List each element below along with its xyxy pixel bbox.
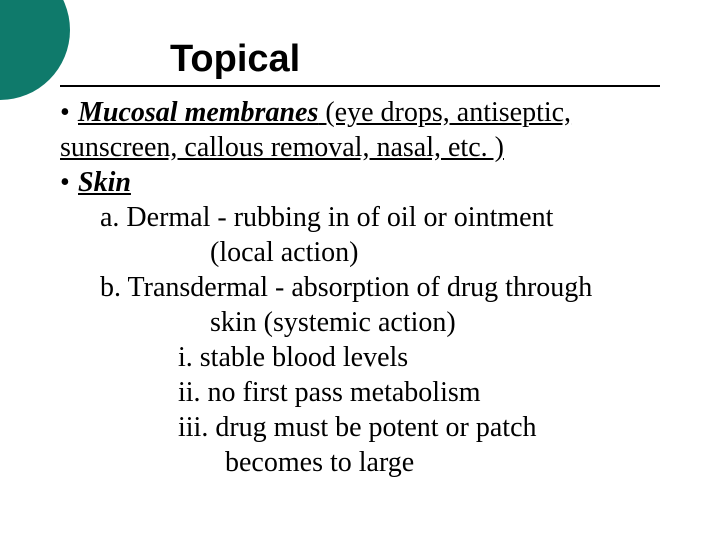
bullet-skin: •Skin [60,165,680,200]
skin-iii-2: becomes to large [225,445,680,480]
bullet-mucosal-line2: sunscreen, callous removal, nasal, etc. … [60,130,680,165]
skin-ii: ii. no first pass metabolism [178,375,680,410]
skin-a-sub: (local action) [210,235,680,270]
skin-iii-1: iii. drug must be potent or patch [178,410,680,445]
mucosal-rest2: sunscreen, callous removal, nasal, etc. … [60,132,504,163]
slide-content: Topical •Mucosal membranes (eye drops, a… [60,38,680,480]
skin-a: a. Dermal - rubbing in of oil or ointmen… [100,200,680,235]
skin-b-sub: skin (systemic action) [210,305,680,340]
skin-i: i. stable blood levels [178,340,680,375]
skin-label: Skin [78,167,131,198]
mucosal-rest1: (eye drops, antiseptic, [318,97,571,128]
slide-title: Topical [170,38,680,81]
mucosal-label: Mucosal membranes [78,97,318,128]
skin-b: b. Transdermal - absorption of drug thro… [100,270,680,305]
bullet-mucosal-line1: •Mucosal membranes (eye drops, antisepti… [60,95,680,130]
bullet-glyph: • [60,165,78,200]
title-rule [60,85,660,87]
bullet-glyph: • [60,95,78,130]
